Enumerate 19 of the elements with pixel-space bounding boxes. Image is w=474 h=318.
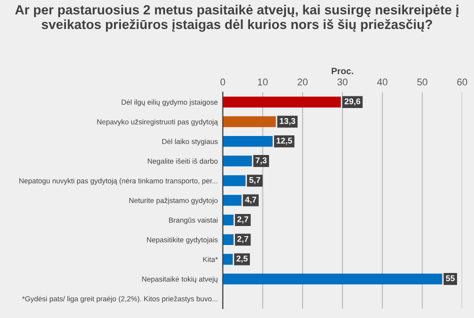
data-label: 2,7 — [237, 236, 248, 244]
data-label: 13,3 — [280, 118, 296, 126]
x-tick-label: 60 — [457, 78, 468, 86]
data-label: 55 — [446, 275, 455, 282]
chart-title: Ar per pastaruosius 2 metus pasitaikė atvejų, kai susirgę nesikreipėte į sveikatos priežiūros įstaigas dėl kurios nors iš šių priežasčių? — [15, 4, 458, 32]
x-tick-label: 50 — [417, 78, 428, 86]
x-tick-label: 0 — [220, 78, 226, 86]
x-axis-title: Proc. — [332, 68, 354, 74]
x-tick-label: 40 — [377, 78, 388, 86]
x-tick-label: 10 — [258, 78, 268, 86]
x-tick-label: 30 — [337, 78, 348, 86]
data-label: 2,7 — [237, 216, 248, 224]
data-label: 4,7 — [245, 196, 256, 204]
data-label: 12,5 — [276, 138, 292, 145]
data-label: 5,7 — [249, 177, 260, 184]
data-label: 7,3 — [256, 157, 267, 164]
data-label: 29,6 — [344, 98, 360, 106]
data-label: 2,5 — [236, 256, 248, 263]
x-tick-label: 20 — [298, 78, 308, 86]
